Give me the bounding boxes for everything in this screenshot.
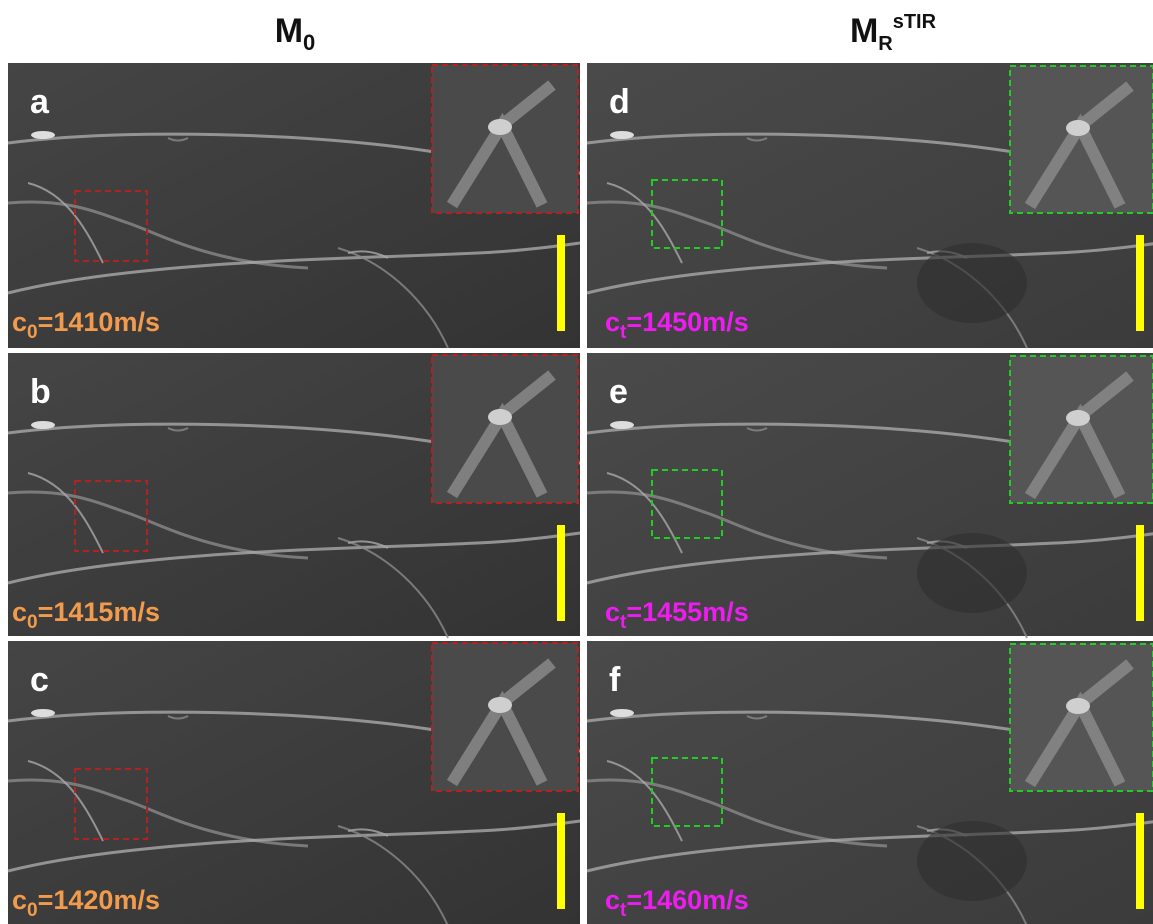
panel-letter: f [609,661,621,699]
column-header: MRsTIR [850,11,937,55]
label-base: c [12,597,27,627]
label-rest: =1450m/s [626,307,748,337]
divider [580,63,587,924]
scale-bar [1136,525,1144,621]
inset-highlight [488,697,512,713]
bright-spot [610,709,634,717]
bright-spot [31,709,55,717]
bright-spot [610,131,634,139]
bright-spot [610,421,634,429]
shadow-blob [917,533,1027,613]
inset-highlight [1066,410,1090,426]
panel: cc0=1420m/s [8,641,580,924]
panel: fct=1460m/s [587,641,1153,924]
panel-letter: b [30,373,51,411]
label-base: c [12,307,27,337]
inset-highlight [1066,120,1090,136]
label-rest: =1415m/s [38,597,160,627]
panel: a c0=1410m/s [8,63,580,348]
panel-letter: a [30,83,50,121]
scale-bar [557,813,565,909]
panel-letter: d [609,83,630,121]
label-base: c [12,885,27,915]
inset-highlight [488,409,512,425]
shadow-blob [917,821,1027,901]
header-sub: R [878,33,893,55]
shadow-blob [917,243,1027,323]
label-rest: =1455m/s [626,597,748,627]
label-rest: =1460m/s [626,885,748,915]
inset-highlight [488,119,512,135]
panel: ect=1455m/s [587,353,1153,638]
label-rest: =1410m/s [38,307,160,337]
scale-bar [557,525,565,621]
header-base: M [275,12,303,50]
scale-bar [557,235,565,331]
panel-letter: c [30,661,49,699]
column-header: M0 [275,12,316,55]
inset-highlight [1066,698,1090,714]
figure: M0 MRsTIR ac0=1410m/sbc0=1415m/scc0=1420… [0,0,1153,924]
header-base: M [850,12,878,50]
label-sub: 0 [27,322,38,343]
label-rest: =1420m/s [38,885,160,915]
panel-letter: e [609,373,628,411]
bright-spot [31,131,55,139]
header-sub: 0 [303,30,315,55]
label-base: c [605,885,620,915]
panel: b c0=1415m/s [8,353,580,638]
label-sub: 0 [27,612,38,633]
header-sup: sTIR [893,11,937,33]
bright-spot [31,421,55,429]
scale-bar [1136,813,1144,909]
label-sub: 0 [27,900,38,921]
label-base: c [605,307,620,337]
label-base: c [605,597,620,627]
panel: dct=1450m/s [587,63,1153,348]
scale-bar [1136,235,1144,331]
